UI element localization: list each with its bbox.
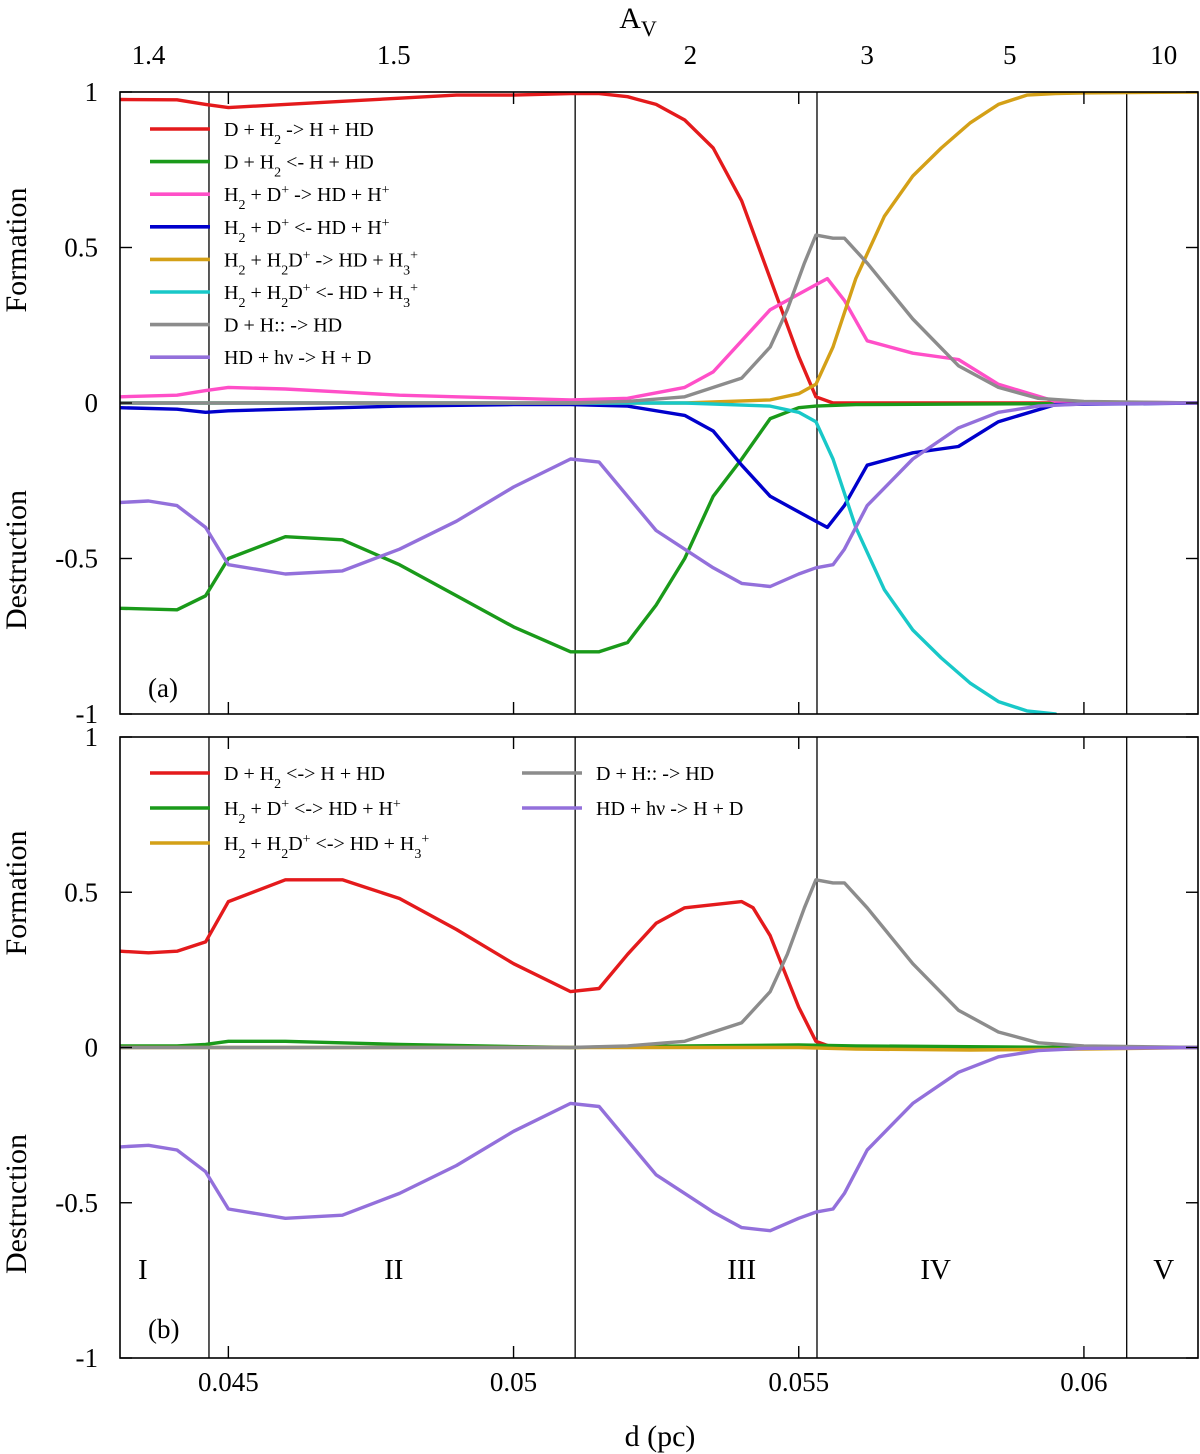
series-line-4 — [120, 878, 1198, 1050]
legend-label: H2 + D+ <- HD + H+ — [224, 215, 390, 245]
x-tick-label: 0.06 — [1060, 1367, 1107, 1397]
series-line-7 — [120, 233, 1198, 405]
legend-label: H2 + H2D+ <- HD + H3+ — [224, 281, 418, 311]
panel-label: (b) — [148, 1314, 179, 1344]
legend-label: D + H:: -> HD — [596, 763, 714, 785]
x-tick-label: 0.045 — [198, 1367, 259, 1397]
legend-label: H2 + D+ <-> HD + H+ — [224, 797, 401, 827]
series-line-2 — [120, 401, 1198, 654]
legend-label: HD + hν -> H + D — [596, 798, 743, 820]
top-tick-label: 1.5 — [377, 40, 411, 70]
formation-label-a: Formation — [0, 188, 33, 313]
formation-label-b: Formation — [0, 831, 33, 956]
top-tick-label: 2 — [684, 40, 698, 70]
x-axis-label: d (pc) — [625, 1420, 696, 1453]
top-tick-label: 10 — [1150, 40, 1177, 70]
y-tick-label: 0.5 — [64, 233, 98, 263]
series-line-3 — [120, 276, 1198, 405]
legend-label: H2 + D+ -> HD + H+ — [224, 183, 390, 213]
top-tick-label: 3 — [860, 40, 874, 70]
legend-label: D + H2 <- H + HD — [224, 152, 374, 181]
top-tick-label: 1.4 — [132, 40, 166, 70]
panel-a: 1 0.5 0 -0.5 -1 1.4 1.5 2 3 5 10 (a) D + H2 -> H + H… — [55, 40, 1199, 729]
series-line-4 — [120, 401, 1198, 530]
legend-label: H2 + H2D+ -> HD + H3+ — [224, 248, 418, 278]
y-tick-label: -1 — [76, 699, 99, 729]
legend-label: H2 + H2D+ <-> HD + H3+ — [224, 832, 429, 862]
destruction-label-a: Destruction — [0, 490, 33, 630]
legend-label: HD + hν -> H + D — [224, 347, 371, 369]
y-tick-label: -0.5 — [55, 1188, 98, 1218]
y-tick-label: 0 — [85, 1033, 99, 1063]
y-tick-label: 0.5 — [64, 877, 98, 907]
y-tick-label: 1 — [85, 77, 99, 107]
top-tick-label: 5 — [1003, 40, 1017, 70]
y-tick-label: -1 — [76, 1343, 99, 1373]
panel-label: (a) — [148, 673, 178, 703]
x-tick-label: 0.055 — [768, 1367, 829, 1397]
series-line-5 — [120, 92, 1198, 405]
y-tick-label: 0 — [85, 388, 99, 418]
y-tick-label: 1 — [85, 722, 99, 752]
region-label: I — [138, 1254, 148, 1286]
series-line-1 — [120, 92, 1198, 405]
x-tick-label: 0.05 — [490, 1367, 537, 1397]
region-label: III — [727, 1254, 756, 1286]
series-line-1 — [120, 878, 1198, 1050]
legend-label: D + H2 -> H + HD — [224, 119, 374, 148]
legend-label: D + H2 <-> H + HD — [224, 763, 385, 792]
region-label: II — [384, 1254, 403, 1286]
series-line-8 — [120, 401, 1198, 589]
top-axis-label: AV — [619, 2, 657, 41]
region-label: IV — [920, 1254, 951, 1286]
legend-label: D + H:: -> HD — [224, 315, 342, 337]
series-line-6 — [120, 401, 1058, 714]
destruction-label-b: Destruction — [0, 1134, 33, 1274]
series-line-5 — [120, 1045, 1198, 1233]
y-tick-label: -0.5 — [55, 544, 98, 574]
region-label: V — [1153, 1254, 1174, 1286]
